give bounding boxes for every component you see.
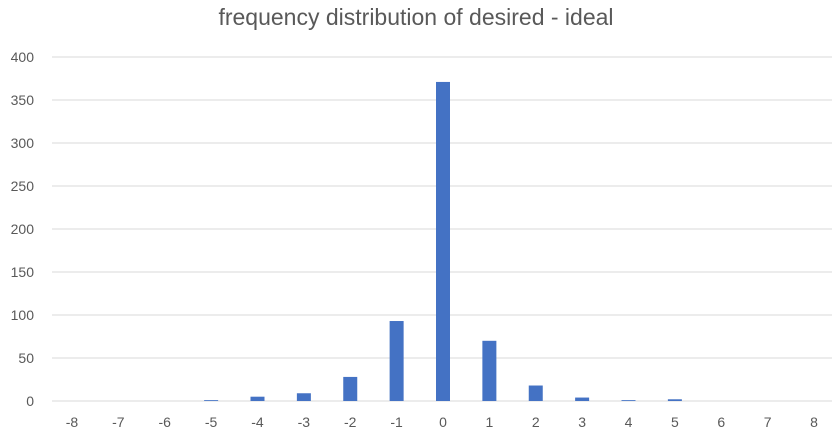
bar-1 — [482, 340, 497, 401]
x-tick-label: -2 — [344, 414, 357, 430]
x-tick-label: 5 — [671, 414, 679, 430]
bar--4 — [250, 396, 265, 401]
bar-2 — [528, 385, 543, 401]
y-tick-label: 300 — [11, 135, 35, 151]
x-tick-label: 4 — [625, 414, 633, 430]
x-tick-label: -3 — [298, 414, 311, 430]
y-tick-label: 150 — [11, 264, 35, 280]
y-tick-label: 200 — [11, 221, 35, 237]
x-tick-label: -5 — [205, 414, 218, 430]
x-tick-label: 2 — [532, 414, 540, 430]
x-tick-label: 6 — [717, 414, 725, 430]
x-tick-label: -8 — [66, 414, 79, 430]
x-tick-label: 0 — [439, 414, 447, 430]
bar-5 — [667, 399, 682, 401]
bar--2 — [343, 376, 358, 401]
x-tick-label: 3 — [578, 414, 586, 430]
x-tick-label: -4 — [251, 414, 264, 430]
x-tick-label: 1 — [485, 414, 493, 430]
y-tick-label: 0 — [26, 393, 34, 409]
y-tick-label: 250 — [11, 178, 35, 194]
y-tick-label: 400 — [11, 49, 35, 65]
y-tick-label: 50 — [18, 350, 34, 366]
x-tick-label: -1 — [390, 414, 403, 430]
bar-4 — [621, 400, 636, 401]
bar-0 — [436, 81, 450, 401]
x-tick-label: 8 — [810, 414, 818, 430]
x-tick-label: -7 — [112, 414, 125, 430]
x-tick-label: 7 — [764, 414, 772, 430]
bar--5 — [204, 400, 219, 401]
bar--3 — [296, 393, 311, 401]
x-tick-label: -6 — [159, 414, 172, 430]
y-tick-label: 100 — [11, 307, 35, 323]
chart-title: frequency distribution of desired - idea… — [218, 4, 614, 30]
y-tick-label: 350 — [11, 92, 35, 108]
bar-3 — [575, 397, 590, 401]
bar--1 — [389, 321, 404, 401]
